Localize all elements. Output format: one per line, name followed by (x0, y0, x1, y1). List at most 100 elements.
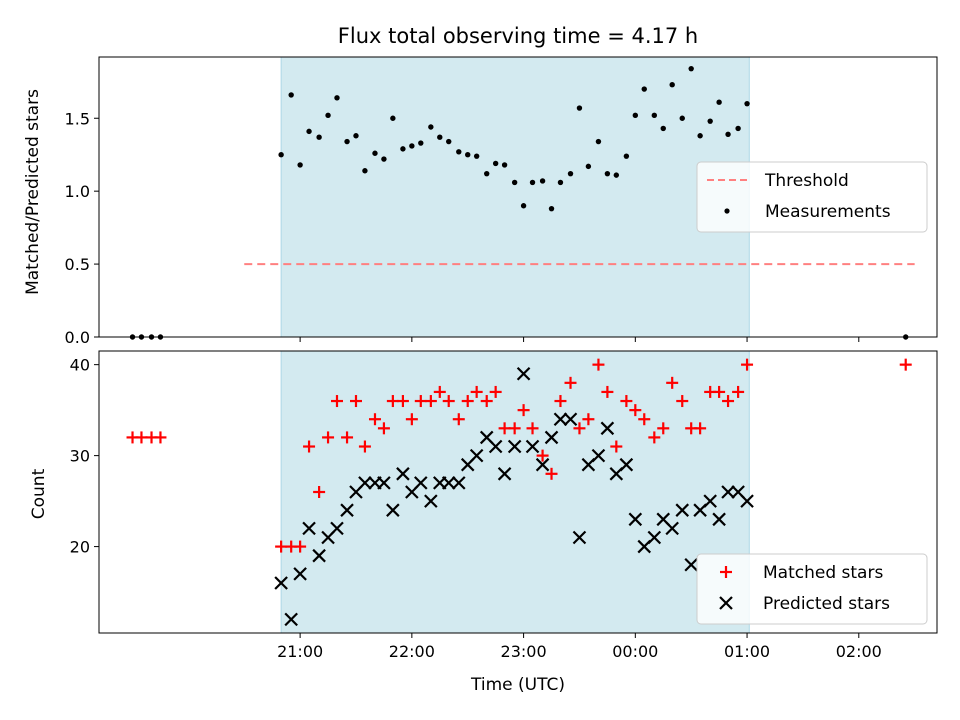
top-panel: 0.0 0.5 1.0 1.5 Flux total observing time =… (23, 24, 938, 347)
predicted-star-point (563, 412, 578, 427)
measurement-point (390, 115, 396, 121)
predicted-star-point (488, 439, 503, 454)
measurement-point (511, 179, 518, 186)
matched-star-point (368, 413, 381, 426)
observing-window-top (280, 56, 750, 338)
matched-star-point (433, 385, 446, 398)
x-tick-label: 02:00 (836, 642, 882, 661)
measurement-point (362, 168, 368, 174)
predicted-star-point (441, 476, 456, 490)
top-y-axis-label: Matched/Predicted stars (23, 89, 43, 295)
matched-star-point (638, 413, 651, 426)
threshold-legend-label: Threshold (764, 171, 849, 191)
x-tick-label: 22:00 (389, 642, 435, 661)
matched-star-point (657, 422, 670, 435)
predicted-star-point (544, 430, 559, 445)
x-tick-label: 01:00 (724, 642, 770, 661)
bottom-legend: Matched stars Predicted stars (696, 553, 928, 625)
matched-star-point (313, 486, 326, 498)
bottom-plot-marks (126, 358, 912, 627)
measurement-point (632, 112, 639, 119)
predicted-star-point (703, 494, 717, 508)
bottom-panel: 20 30 40 21:00 22:00 23:00 00:00 01:00 02:00 Co… (29, 350, 938, 695)
matched-star-point (526, 422, 539, 435)
predicted-star-point (525, 439, 540, 454)
matched-star-point (741, 358, 754, 371)
x-tick-label: 21:00 (277, 642, 323, 661)
measurement-point (520, 203, 527, 209)
matched-star-point (582, 413, 595, 426)
matched-star-point (629, 404, 642, 417)
measurement-point (446, 138, 452, 145)
matched-star-point (396, 395, 409, 408)
matched-star-point (722, 395, 735, 408)
predicted-star-point (377, 476, 391, 490)
measurement-point (334, 95, 340, 101)
matched-star-point (554, 395, 567, 408)
measurement-point (613, 172, 620, 178)
measurement-point (409, 143, 415, 149)
bottom-x-axis: 21:00 22:00 23:00 00:00 01:00 02:00 (277, 633, 882, 661)
measurement-point (306, 128, 312, 135)
matched-star-point (154, 431, 167, 444)
measurement-point (548, 205, 555, 212)
measurement-point (716, 99, 722, 105)
predicted-star-point (452, 476, 466, 490)
matched-star-point (414, 395, 427, 408)
predicted-star-point (665, 521, 679, 536)
top-legend-box (696, 161, 928, 233)
y-tick-label: 0.5 (65, 255, 90, 274)
top-y-axis: 0.0 0.5 1.0 1.5 (65, 109, 99, 347)
matched-star-point (470, 385, 483, 398)
predicted-star-point (628, 512, 643, 527)
predicted-star-point (572, 530, 587, 545)
matched-star-point (732, 385, 745, 398)
measurement-point (697, 133, 703, 139)
matched-star-point (610, 440, 623, 453)
measurement-point (539, 178, 546, 184)
measurement-point (679, 115, 685, 121)
predicted-star-point (293, 567, 307, 581)
measurement-point (278, 152, 284, 158)
measurement-point (529, 179, 536, 186)
measurement-point (735, 125, 741, 132)
predicted-star-point (600, 421, 615, 436)
measurement-point (707, 118, 713, 124)
x-axis-label: Time (UTC) (470, 675, 565, 695)
matched-legend-label: Matched stars (763, 563, 883, 583)
y-tick-label: 1.5 (65, 109, 90, 128)
matched-star-point (322, 431, 335, 444)
bottom-legend-box (696, 553, 928, 625)
top-x-axis (299, 337, 860, 342)
measurement-point (744, 100, 750, 107)
measurement-point (725, 131, 731, 137)
matched-star-point (386, 395, 399, 408)
measurement-point (604, 170, 611, 177)
matched-star-point (461, 395, 474, 408)
measurement-point (576, 105, 583, 111)
matched-star-point (135, 431, 148, 444)
predicted-star-point (312, 548, 326, 563)
measurement-point (372, 150, 378, 156)
matched-star-point (666, 376, 679, 389)
predicted-star-point (358, 476, 372, 490)
predicted-star-point (721, 485, 735, 499)
predicted-star-point (396, 467, 410, 481)
matched-star-point (592, 358, 605, 371)
matched-star-point (498, 422, 511, 435)
predicted-star-point (712, 512, 726, 527)
top-legend: Threshold Measurements (696, 161, 928, 233)
predicted-star-point (274, 576, 288, 590)
y-tick-label: 30 (70, 447, 90, 466)
matched-star-point (303, 440, 316, 453)
matched-star-point (713, 385, 726, 398)
measurement-point (353, 133, 359, 139)
matched-star-point (508, 422, 521, 435)
matched-star-point (573, 422, 586, 435)
predicted-star-point (553, 412, 568, 427)
matched-star-point (620, 395, 633, 408)
predicted-legend-label: Predicted stars (763, 594, 890, 614)
matched-star-point (545, 467, 558, 480)
matched-star-point (442, 395, 455, 408)
measurement-point (651, 112, 658, 119)
